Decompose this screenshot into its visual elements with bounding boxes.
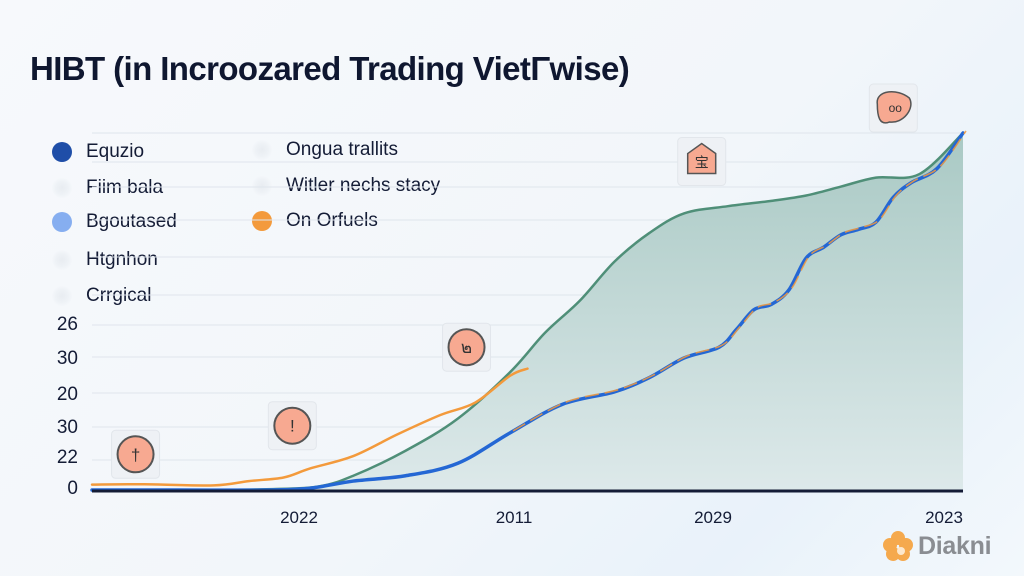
blob-glyph: oo bbox=[889, 101, 903, 115]
brand-logo: Diakni bbox=[882, 530, 992, 562]
legend-faint-icon bbox=[252, 176, 272, 196]
area-fill-area-teal bbox=[92, 133, 963, 491]
legend-item: Equzio bbox=[52, 141, 144, 163]
legend-label: Ongua trallits bbox=[286, 139, 398, 160]
x-tick-label: 2029 bbox=[694, 508, 732, 527]
y-tick-label: 30 bbox=[56, 348, 78, 369]
legend-item: Ongua trallits bbox=[252, 139, 398, 161]
house-shape bbox=[686, 142, 717, 175]
annotation-circle bbox=[116, 435, 155, 474]
annotation-blob-sign-icon: oo bbox=[868, 83, 918, 133]
blob-shape bbox=[876, 91, 912, 124]
annotation-wave-sign-icon: ๒ bbox=[442, 322, 492, 372]
annotation-circle bbox=[273, 406, 312, 445]
series-line-on-orfuels bbox=[90, 367, 529, 487]
legend-item: Htgnhon bbox=[52, 249, 158, 271]
legend-dot-icon bbox=[52, 142, 72, 162]
legend-label: Bgoutased bbox=[86, 211, 177, 232]
annotation-glyph: † bbox=[131, 445, 140, 464]
x-tick-label: 2022 bbox=[280, 508, 318, 527]
flower-icon bbox=[883, 531, 913, 561]
x-tick-label: 2011 bbox=[495, 508, 533, 527]
y-tick-label: 30 bbox=[56, 417, 78, 438]
brand-name: Diakni bbox=[918, 531, 992, 560]
x-tick-label: 2023 bbox=[925, 508, 963, 527]
legend-item: Witler nechs stacy bbox=[252, 175, 440, 197]
legend-dot-icon bbox=[252, 211, 272, 231]
annotation-circle bbox=[447, 328, 486, 367]
legend-label: Witler nechs stacy bbox=[286, 175, 441, 196]
annotation-glyph: ๒ bbox=[461, 338, 472, 357]
y-tick-label: 22 bbox=[56, 447, 78, 468]
legend-faint-icon bbox=[52, 286, 72, 306]
annotation-exclamation-sign-icon: ! bbox=[267, 401, 317, 451]
y-tick-label: 26 bbox=[56, 314, 78, 335]
house-glyph: 宝 bbox=[695, 155, 709, 171]
legend-item: Bgoutased bbox=[52, 211, 177, 233]
chart-title: HIBT (in Incroozared Trading VietΓwise) bbox=[30, 50, 630, 87]
legend-faint-icon bbox=[52, 178, 72, 198]
legend-faint-icon bbox=[52, 250, 72, 270]
legend-label: Htgnhon bbox=[86, 249, 158, 270]
legend-label: Equzio bbox=[86, 141, 145, 162]
annotation-glyph: ! bbox=[290, 417, 295, 436]
y-tick-label: 20 bbox=[56, 384, 78, 405]
annotation-knot-sign-icon: † bbox=[111, 429, 161, 479]
series-line-orange-trace bbox=[512, 130, 967, 432]
annotation-house-sign-icon: 宝 bbox=[677, 137, 727, 187]
legend-dot-icon bbox=[52, 212, 72, 232]
y-tick-label: 0 bbox=[67, 478, 78, 499]
legend-faint-icon bbox=[252, 140, 272, 160]
